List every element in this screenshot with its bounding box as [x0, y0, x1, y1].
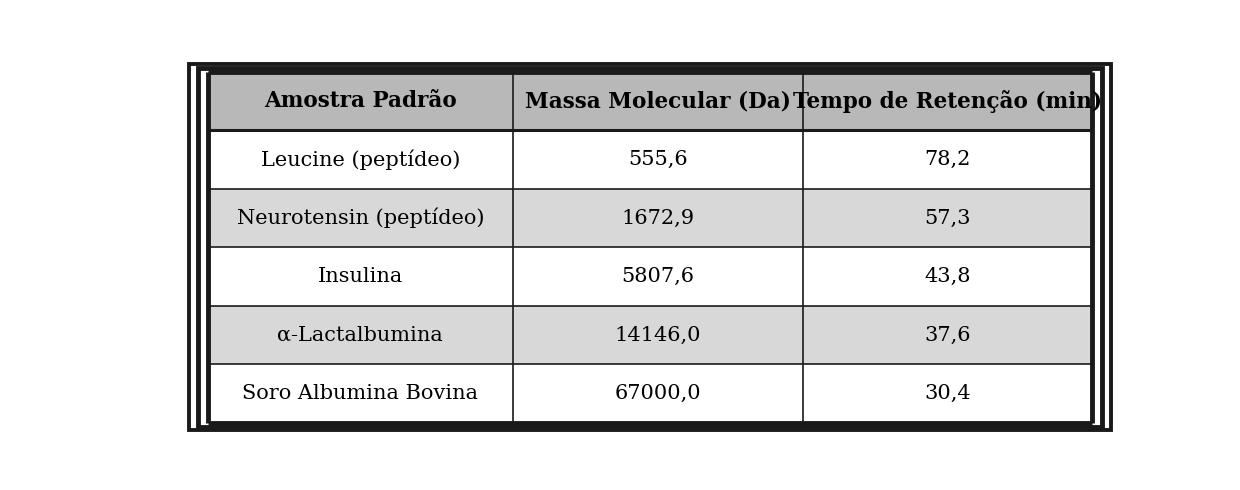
Text: Leucine (peptídeo): Leucine (peptídeo)	[260, 149, 460, 170]
Text: Amostra Padrão: Amostra Padrão	[264, 90, 456, 112]
Bar	[208, 365, 513, 423]
Text: Neurotensin (peptídeo): Neurotensin (peptídeo)	[237, 208, 484, 228]
Bar	[208, 130, 513, 189]
Bar	[513, 189, 802, 247]
Text: Tempo de Retenção (min): Tempo de Retenção (min)	[792, 90, 1102, 113]
Bar	[802, 72, 1092, 130]
Text: 14146,0: 14146,0	[615, 326, 701, 344]
Bar	[208, 72, 513, 130]
Text: Insulina: Insulina	[317, 267, 403, 286]
Text: α-Lactalbumina: α-Lactalbumina	[278, 326, 443, 344]
Bar	[513, 247, 802, 306]
Bar	[208, 247, 513, 306]
Text: 555,6: 555,6	[627, 150, 688, 169]
Bar	[802, 365, 1092, 423]
Text: Soro Albumina Bovina: Soro Albumina Bovina	[242, 384, 479, 403]
Bar	[802, 247, 1092, 306]
Bar	[802, 306, 1092, 365]
Bar	[208, 306, 513, 365]
Bar	[208, 189, 513, 247]
Bar	[513, 130, 802, 189]
Bar	[513, 306, 802, 365]
Text: 57,3: 57,3	[924, 209, 971, 228]
Text: 5807,6: 5807,6	[621, 267, 694, 286]
Text: 67000,0: 67000,0	[615, 384, 701, 403]
Bar	[513, 365, 802, 423]
Text: 37,6: 37,6	[924, 326, 971, 344]
Text: Massa Molecular (Da): Massa Molecular (Da)	[525, 90, 791, 112]
Text: 43,8: 43,8	[924, 267, 971, 286]
Bar	[802, 189, 1092, 247]
Bar	[513, 72, 802, 130]
Text: 1672,9: 1672,9	[621, 209, 694, 228]
Text: 78,2: 78,2	[924, 150, 971, 169]
Text: 30,4: 30,4	[924, 384, 971, 403]
Bar	[802, 130, 1092, 189]
